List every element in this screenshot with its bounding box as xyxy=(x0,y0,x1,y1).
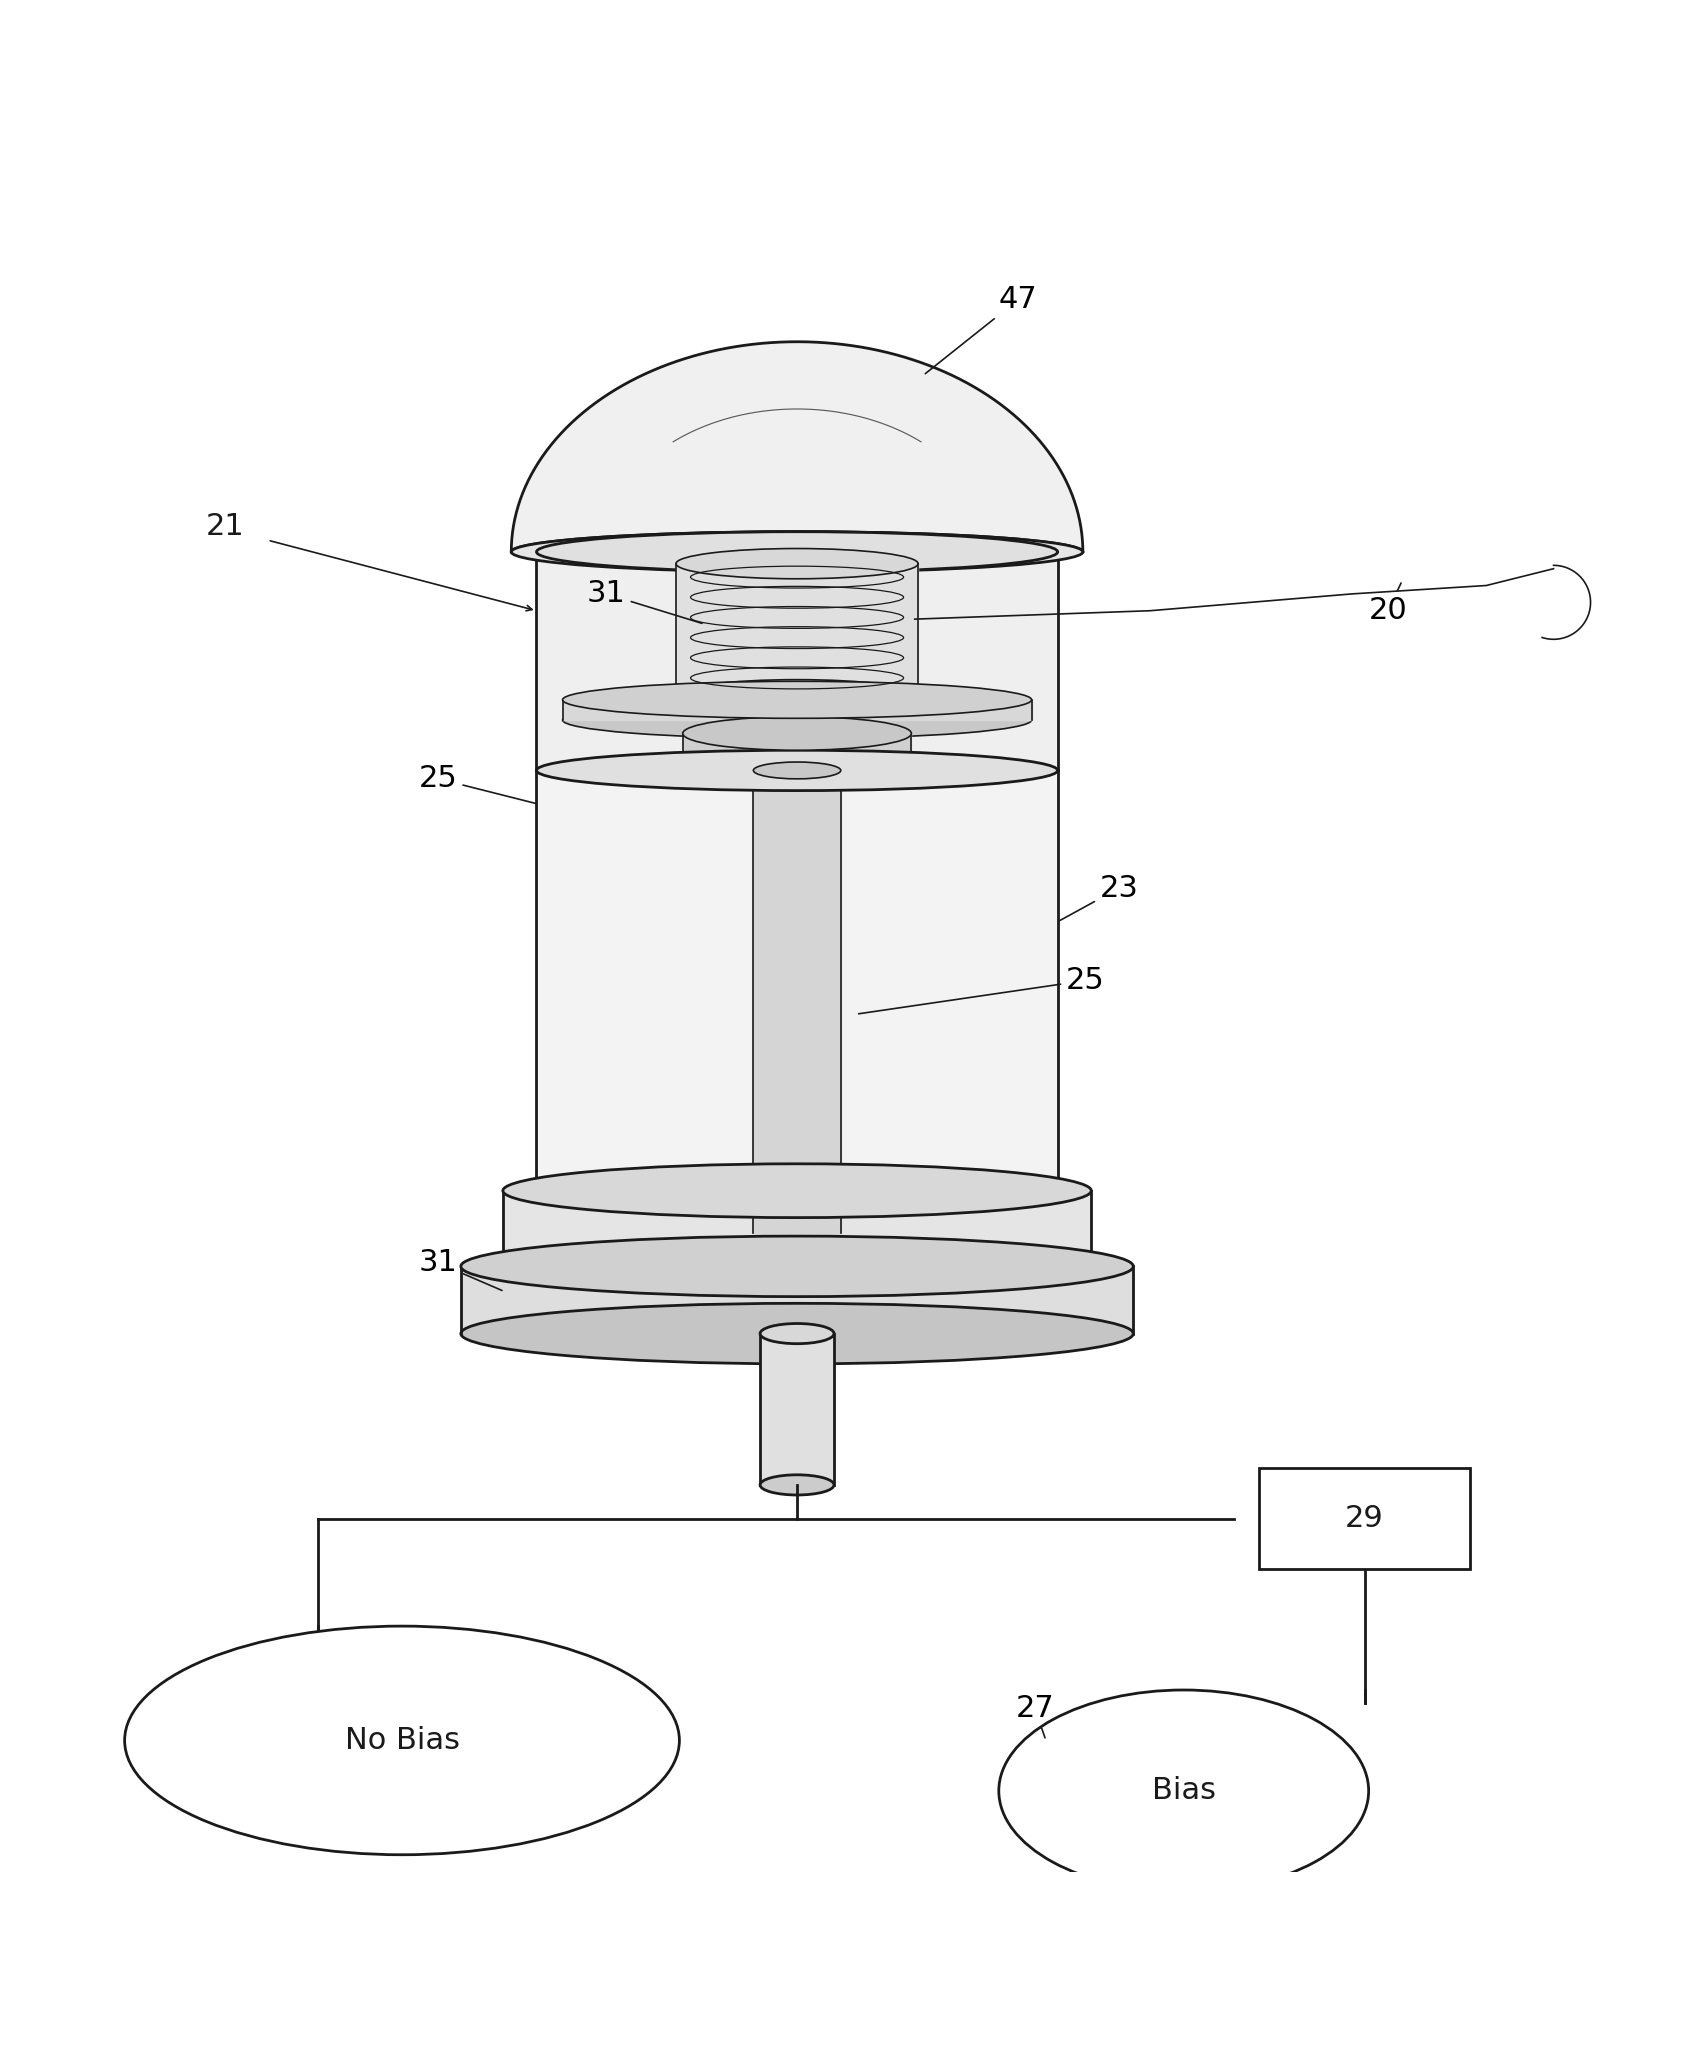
Ellipse shape xyxy=(998,1691,1368,1891)
Text: 29: 29 xyxy=(1346,1503,1383,1532)
Text: 47: 47 xyxy=(925,285,1037,373)
Ellipse shape xyxy=(759,1474,834,1495)
Ellipse shape xyxy=(676,548,919,579)
Text: 25: 25 xyxy=(419,765,536,804)
Ellipse shape xyxy=(537,1171,1058,1210)
Ellipse shape xyxy=(563,680,1032,718)
Ellipse shape xyxy=(537,751,1058,790)
Ellipse shape xyxy=(683,753,912,788)
Text: 27: 27 xyxy=(1015,1695,1054,1738)
Text: 31: 31 xyxy=(586,579,702,623)
Ellipse shape xyxy=(759,1324,834,1344)
Ellipse shape xyxy=(683,718,912,751)
Text: No Bias: No Bias xyxy=(344,1726,459,1755)
Text: 20: 20 xyxy=(1368,584,1407,625)
Text: 25: 25 xyxy=(859,967,1105,1015)
Ellipse shape xyxy=(503,1163,1092,1217)
Ellipse shape xyxy=(676,680,919,709)
Ellipse shape xyxy=(563,701,1032,738)
Ellipse shape xyxy=(461,1235,1134,1297)
Text: 21: 21 xyxy=(207,511,244,540)
Text: 31: 31 xyxy=(419,1248,502,1291)
Bar xyxy=(1259,1468,1470,1569)
Text: Bias: Bias xyxy=(1151,1775,1215,1806)
Ellipse shape xyxy=(512,532,1083,571)
Ellipse shape xyxy=(753,763,841,779)
Ellipse shape xyxy=(503,1239,1092,1293)
Ellipse shape xyxy=(537,532,1058,571)
Ellipse shape xyxy=(461,1303,1134,1363)
Text: 23: 23 xyxy=(1059,874,1139,920)
Ellipse shape xyxy=(125,1627,680,1854)
Polygon shape xyxy=(512,342,1083,553)
